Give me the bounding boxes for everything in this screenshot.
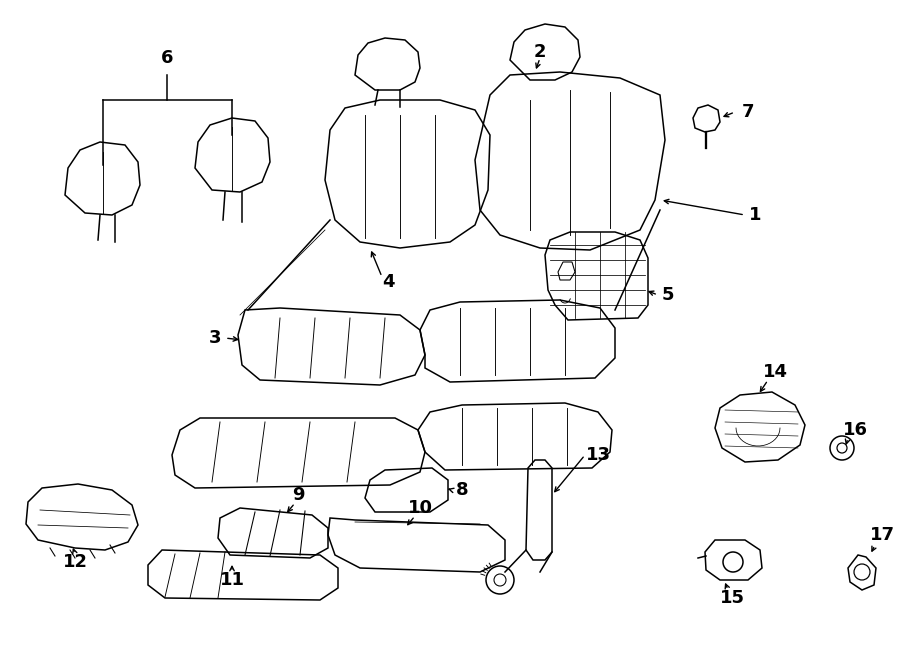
Text: 15: 15: [719, 589, 744, 607]
Text: 8: 8: [455, 481, 468, 499]
Text: 4: 4: [382, 273, 394, 291]
Text: 16: 16: [842, 421, 868, 439]
Text: 5: 5: [662, 286, 674, 304]
Text: 7: 7: [742, 103, 754, 121]
Text: 14: 14: [762, 363, 788, 381]
Text: 13: 13: [586, 446, 610, 464]
Text: 11: 11: [220, 571, 245, 589]
Text: 3: 3: [209, 329, 221, 347]
Text: 6: 6: [161, 49, 173, 67]
Text: 2: 2: [534, 43, 546, 61]
Text: 1: 1: [749, 206, 761, 224]
Text: 9: 9: [292, 486, 304, 504]
Text: 17: 17: [869, 526, 895, 544]
Text: 10: 10: [408, 499, 433, 517]
Text: 12: 12: [62, 553, 87, 571]
